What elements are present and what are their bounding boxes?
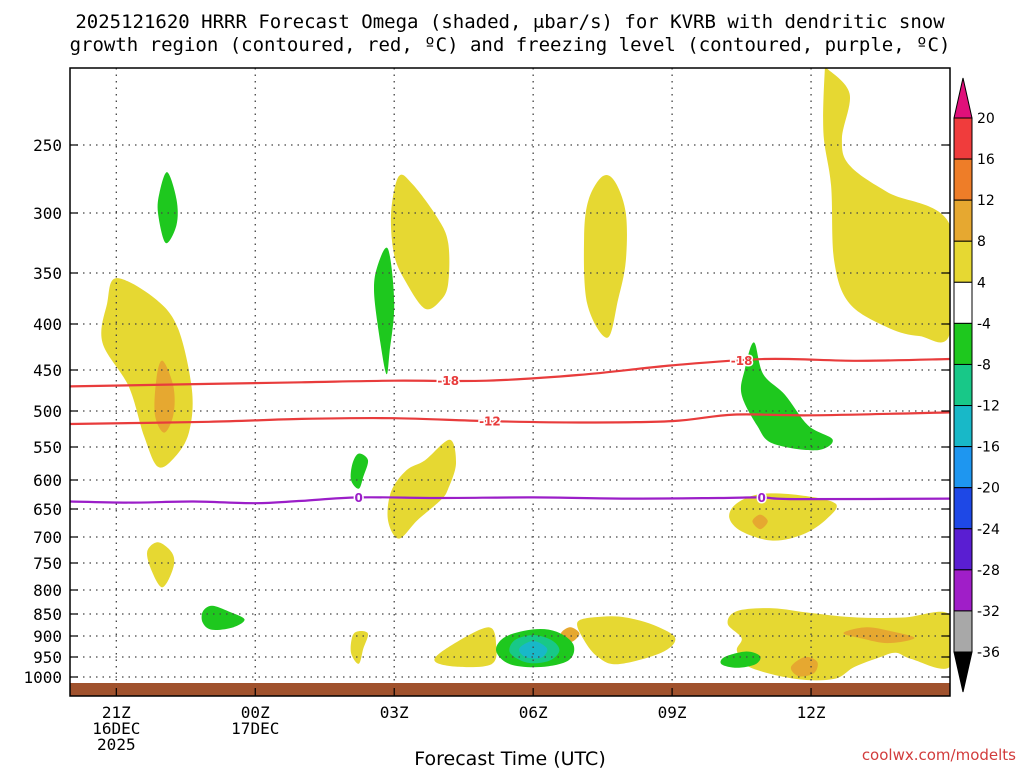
omega-region-yellow-0730z-upper: [583, 174, 627, 338]
omega-region-yellow-03z-upper: [390, 174, 450, 310]
colorbar-box: [953, 240, 973, 283]
y-tick-label: 400: [33, 315, 62, 334]
omega-region-yellow-01z-low: [350, 631, 369, 664]
colorbar-label: -4: [977, 316, 991, 332]
omega-region-green-0200z-upper: [373, 247, 395, 375]
pressure-axis: 250 300 350 400 450 500 550 600 650 700 750 800 850 9…: [23, 136, 950, 687]
omega-region-green-22z-upper: [157, 172, 178, 244]
omega-region-orange-12z-sfc: [790, 656, 818, 677]
omega-region-yellow-1130z-mid: [729, 493, 837, 541]
x-tick-label: 12Z: [797, 703, 826, 722]
y-tick-label: 1000: [23, 668, 62, 687]
colorbar-label: -16: [977, 440, 1000, 456]
minus-18-isotherm-label: -18: [731, 354, 753, 368]
x-tick-label: 2025: [97, 735, 136, 754]
colorbar-box: [953, 322, 973, 365]
colorbar-label: 12: [977, 193, 995, 209]
y-tick-label: 750: [33, 554, 62, 573]
colorbar-box: [953, 281, 973, 324]
colorbar-label: -12: [977, 399, 1000, 415]
y-tick-label: 500: [33, 402, 62, 421]
omega-region-green-01z-mid: [350, 453, 369, 489]
y-tick-label: 450: [33, 361, 62, 380]
colorbar-label: 4: [977, 275, 986, 291]
colorbar-box: [953, 528, 973, 571]
plot-area: [70, 68, 950, 696]
colorbar: 20 16 12 8 4 -4 -8 -12 -16 -20 -24 -28 -32 -36: [953, 77, 1000, 693]
colorbar-box: [953, 199, 973, 242]
colorbar-box: [953, 405, 973, 448]
dotted-grid: [70, 68, 950, 696]
omega-shading-layer: [101, 68, 950, 681]
y-tick-label: 350: [33, 264, 62, 283]
omega-region-yellow-12z-low: [727, 608, 950, 681]
colorbar-label: 8: [977, 234, 986, 250]
omega-region-green-23z-low: [201, 605, 245, 631]
chart-title-line-1: 2025121620 HRRR Forecast Omega (shaded, …: [75, 11, 945, 33]
colorbar-label: 20: [977, 111, 995, 127]
x-tick-label: 03Z: [380, 703, 409, 722]
x-tick-label: 21Z: [102, 703, 131, 722]
ground-strip: [70, 683, 950, 696]
colorbar-top-arrow: [953, 77, 973, 119]
colorbar-label: -32: [977, 604, 1000, 620]
y-tick-label: 650: [33, 500, 62, 519]
omega-region-yellow-22z-low: [147, 542, 175, 588]
colorbar-box: [953, 610, 973, 653]
omega-region-yellow-0430z-low: [434, 627, 497, 668]
freezing-level-line: [70, 496, 950, 505]
colorbar-label: -20: [977, 481, 1000, 497]
y-tick-label: 950: [33, 648, 62, 667]
omega-region-orange-22z-mid: [154, 360, 175, 433]
omega-region-orange-1130z-mid: [752, 514, 768, 530]
minus-12-isotherm-label: -12: [479, 415, 501, 429]
x-tick-label: 17DEC: [231, 719, 279, 738]
minus-18-isotherm-line: [70, 357, 950, 388]
plot-frame: [69, 67, 951, 697]
y-tick-label: 900: [33, 627, 62, 646]
freezing-level-label: 0: [757, 491, 765, 505]
x-axis-title: Forecast Time (UTC): [414, 748, 605, 768]
colorbar-box: [953, 158, 973, 201]
y-tick-label: 550: [33, 438, 62, 457]
omega-region-yellow-upper-right: [823, 68, 950, 343]
x-tick-label: 00Z: [241, 703, 270, 722]
y-tick-label: 250: [33, 136, 62, 155]
omega-region-green-11z-low: [720, 651, 761, 668]
y-tick-label: 600: [33, 471, 62, 490]
omega-region-yellow-08z-low: [577, 616, 676, 665]
colorbar-box: [953, 487, 973, 530]
colorbar-box: [953, 363, 973, 407]
y-tick-label: 300: [33, 204, 62, 223]
colorbar-label: -24: [977, 522, 1000, 538]
chart-title-line-2: growth region (contoured, red, ºC) and f…: [70, 34, 951, 56]
colorbar-label: -28: [977, 563, 1000, 579]
colorbar-box: [953, 117, 973, 160]
freezing-level-label: 0: [355, 491, 363, 505]
omega-region-orange-13z-low: [843, 627, 915, 644]
minus-18-isotherm-label: -18: [437, 374, 459, 388]
x-tick-label: 16DEC: [92, 719, 140, 738]
x-tick-label: 06Z: [519, 703, 548, 722]
y-tick-label: 700: [33, 528, 62, 547]
contour-layer: -18 -18 -12 0 0: [70, 353, 950, 506]
colorbar-box: [953, 446, 973, 489]
y-tick-label: 800: [33, 581, 62, 600]
omega-region-yellow-03z-mid: [387, 439, 457, 539]
colorbar-label: 16: [977, 152, 995, 168]
colorbar-bottom-arrow: [953, 651, 973, 693]
omega-region-green-11z-mid: [740, 342, 833, 451]
colorbar-label: -8: [977, 357, 991, 373]
colorbar-label: -36: [977, 645, 1000, 661]
y-tick-label: 850: [33, 605, 62, 624]
minus-12-isotherm-line: [70, 411, 950, 426]
x-tick-label: 09Z: [658, 703, 687, 722]
colorbar-box: [953, 569, 973, 612]
credit-text: coolwx.com/modelts: [862, 746, 1016, 764]
omega-region-cyan-06z-low: [519, 641, 548, 659]
